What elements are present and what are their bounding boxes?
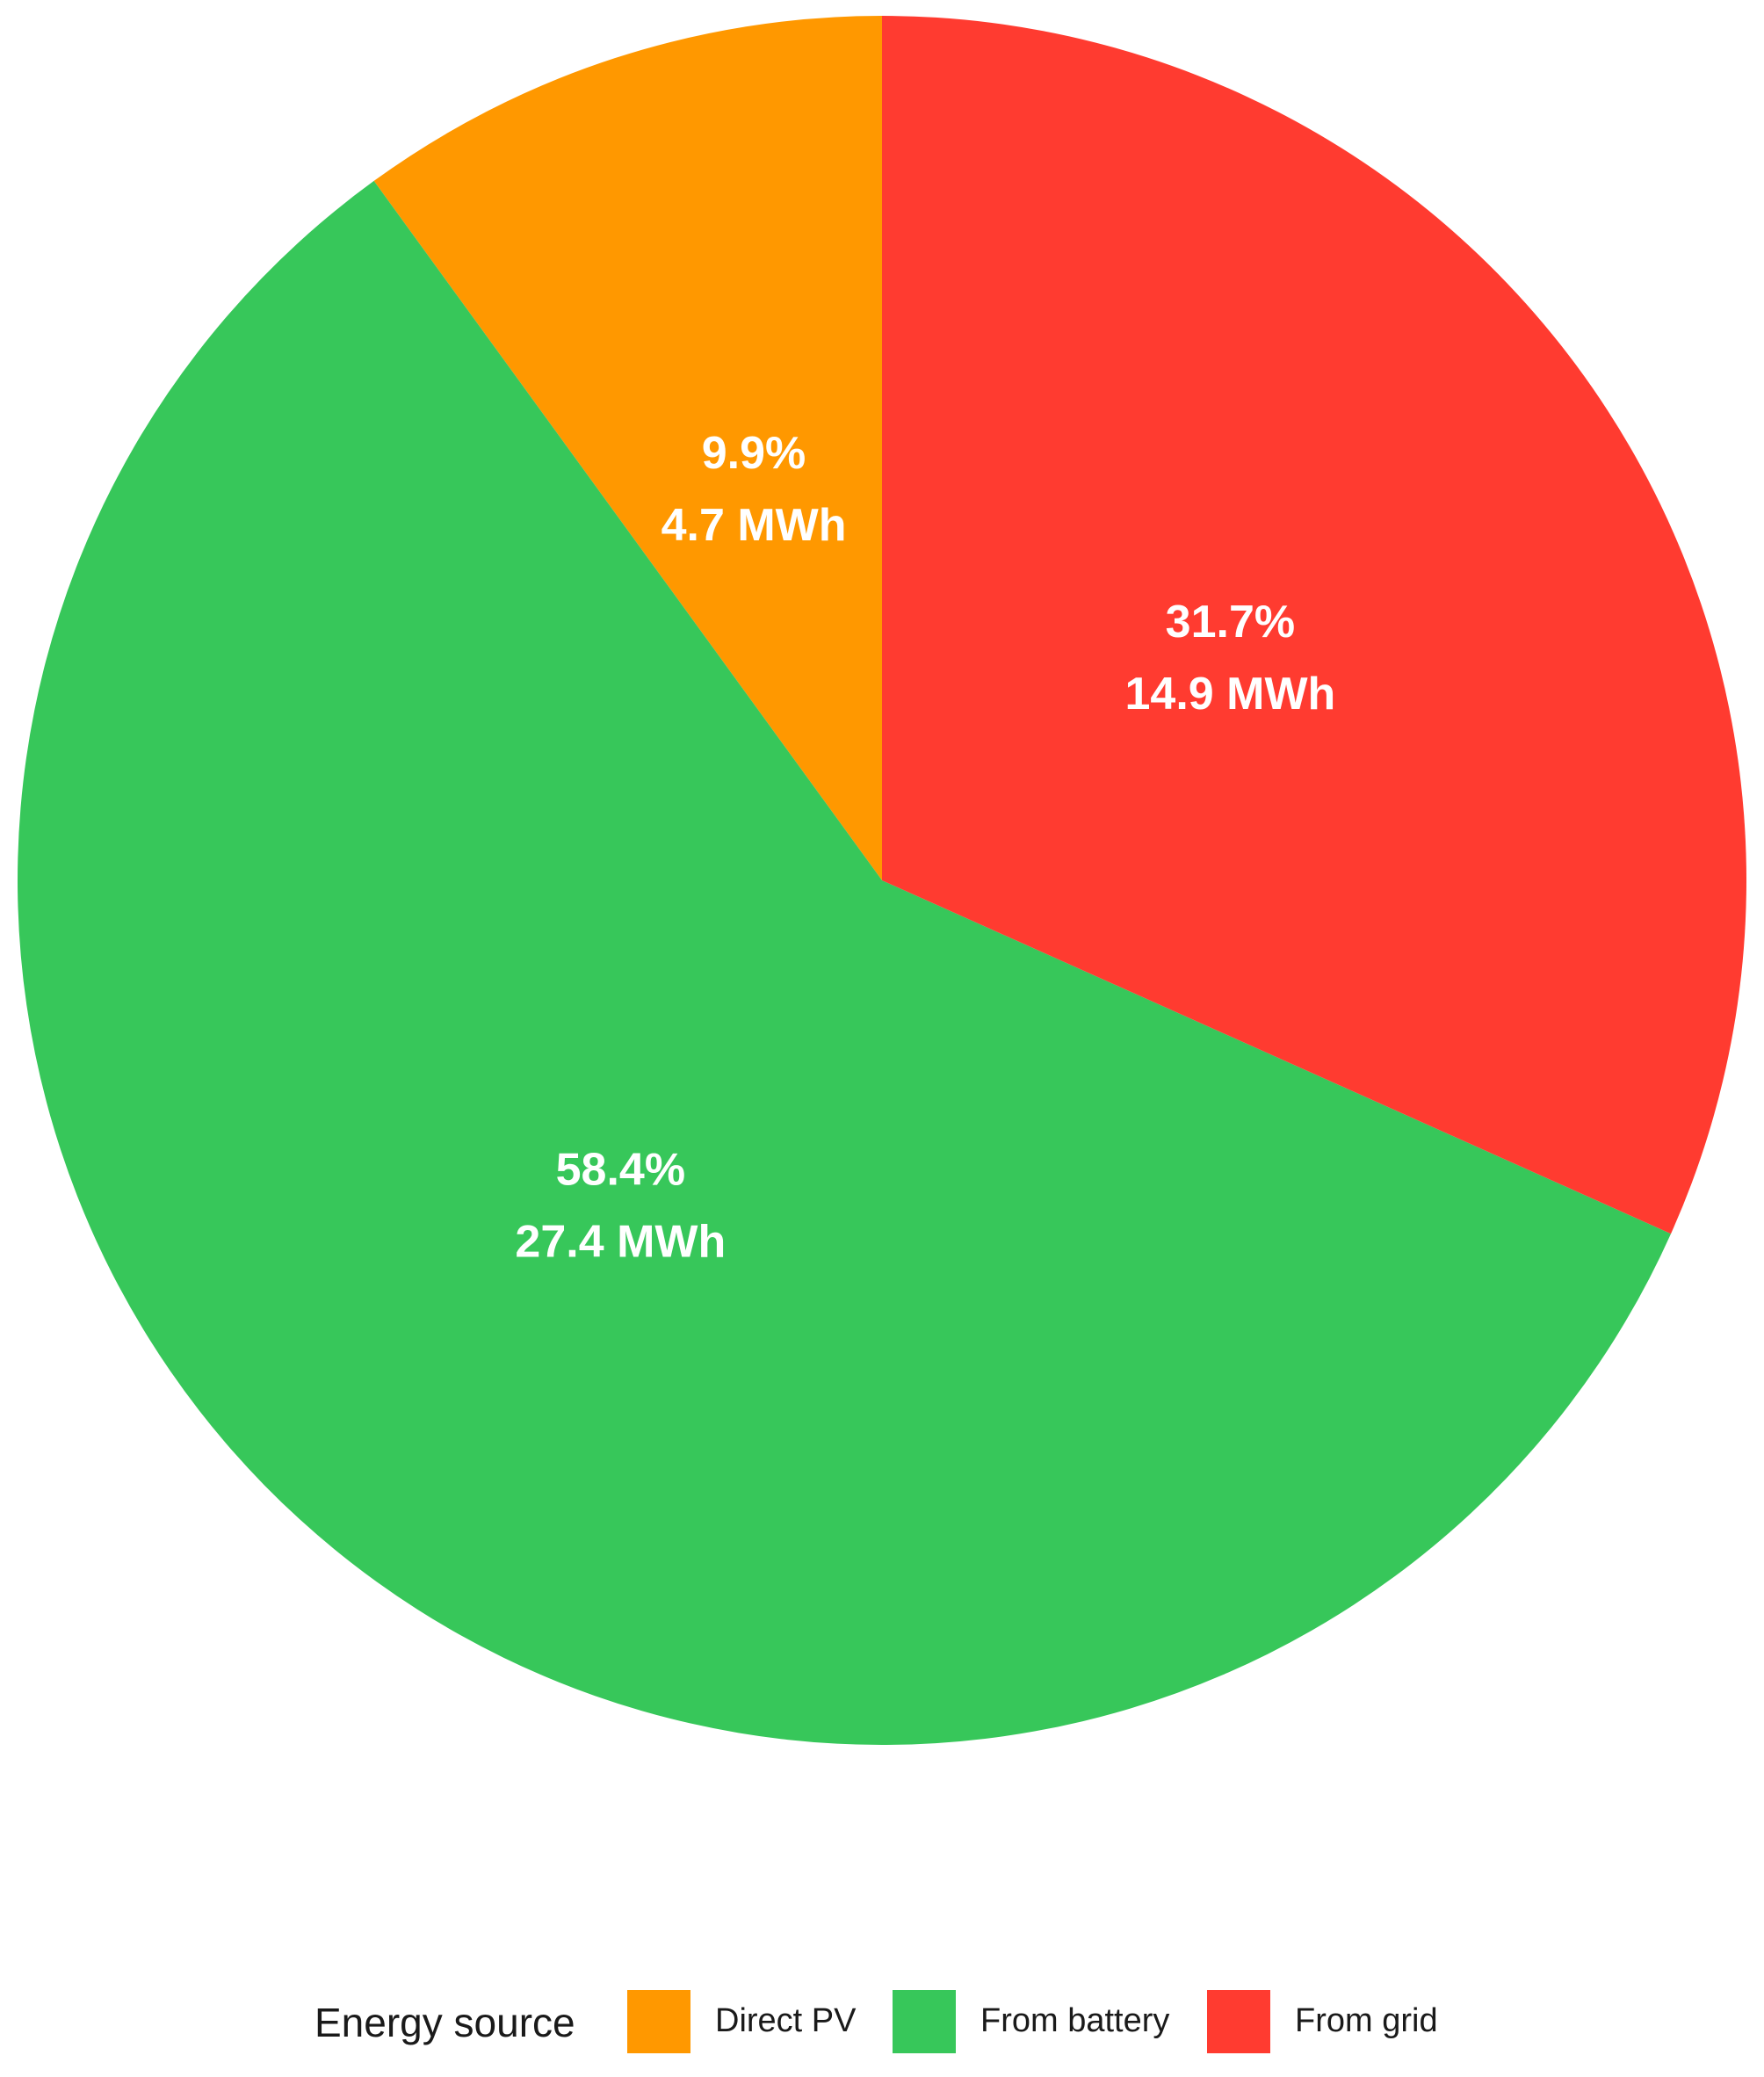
slice-value-label-from-battery: 27.4 MWh bbox=[515, 1217, 726, 1268]
slice-percent-label-direct-pv: 9.9% bbox=[702, 428, 806, 479]
legend-swatch-from-battery bbox=[893, 1990, 956, 2053]
legend-label-from-battery: From battery bbox=[980, 2002, 1169, 2039]
slice-percent-label-from-grid: 31.7% bbox=[1166, 597, 1295, 648]
legend: Energy source Direct PV From battery Fro… bbox=[314, 1990, 1438, 2053]
slice-value-label-from-grid: 14.9 MWh bbox=[1124, 669, 1335, 720]
pie-slices bbox=[17, 16, 1746, 1746]
slice-percent-label-from-battery: 58.4% bbox=[556, 1145, 685, 1196]
legend-label-from-grid: From grid bbox=[1295, 2002, 1438, 2039]
slice-from-grid bbox=[882, 16, 1746, 1234]
legend-label-direct-pv: Direct PV bbox=[715, 2002, 857, 2039]
slice-from-battery bbox=[17, 180, 1672, 1746]
legend-swatch-from-grid bbox=[1207, 1990, 1270, 2053]
legend-title: Energy source bbox=[314, 2000, 575, 2045]
slice-labels: 9.9% 4.7 MWh 58.4% 27.4 MWh 31.7% 14.9 MWh bbox=[515, 428, 1335, 1268]
slice-direct-pv bbox=[373, 16, 882, 880]
slice-value-label-direct-pv: 4.7 MWh bbox=[662, 500, 847, 551]
legend-swatch-direct-pv bbox=[627, 1990, 690, 2053]
